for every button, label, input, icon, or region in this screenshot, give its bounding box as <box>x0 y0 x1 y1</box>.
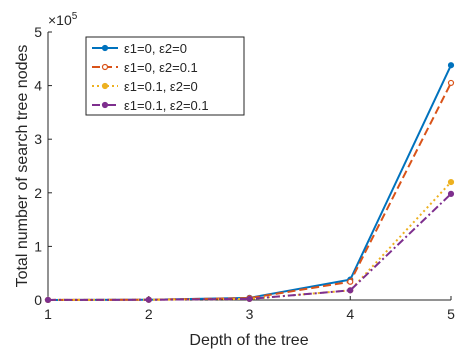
x-axis-label: Depth of the tree <box>189 332 308 349</box>
y-tick-label: 4 <box>34 78 42 94</box>
data-point <box>347 287 354 294</box>
legend-marker <box>101 63 109 71</box>
x-tick-label: 3 <box>246 306 254 322</box>
data-point <box>447 62 455 69</box>
data-point <box>44 296 52 304</box>
data-point <box>447 178 455 186</box>
y-tick-label: 3 <box>34 131 42 147</box>
x-tick-label: 1 <box>44 306 52 322</box>
data-point <box>447 79 455 87</box>
axis-multiplier: ×105 <box>48 11 78 28</box>
y-tick-label: 0 <box>34 292 42 308</box>
y-tick-label: 1 <box>34 238 42 254</box>
series-layer <box>44 62 455 304</box>
series-line <box>47 193 452 301</box>
legend-marker <box>101 82 109 90</box>
data-point <box>347 278 354 285</box>
legend: ε1=0, ε2=0 ε1=0, ε2=0.1 ε1=0.1, ε2=0 ε1=0.1… <box>85 36 245 116</box>
data-point <box>145 296 152 303</box>
series-4 <box>44 190 455 304</box>
legend-label: ε1=0, ε2=0 <box>124 41 187 56</box>
legend-box <box>85 36 245 116</box>
x-tick-label: 5 <box>447 306 455 322</box>
legend-label: ε1=0.1, ε2=0.1 <box>124 98 209 113</box>
legend-marker <box>101 101 109 109</box>
x-tick-label: 2 <box>145 306 153 322</box>
x-tick-label: 4 <box>346 306 354 322</box>
legend-label: ε1=0.1, ε2=0 <box>124 79 198 94</box>
legend-marker <box>101 44 109 52</box>
multiplier-base: ×10 <box>48 12 72 28</box>
legend-label: ε1=0, ε2=0.1 <box>124 60 198 75</box>
y-tick-label: 5 <box>34 24 42 40</box>
multiplier-exponent: 5 <box>72 11 78 22</box>
y-axis-label: Total number of search tree nodes <box>14 45 31 288</box>
data-point <box>447 190 455 197</box>
y-tick-label: 2 <box>34 185 42 201</box>
data-point <box>246 295 253 303</box>
